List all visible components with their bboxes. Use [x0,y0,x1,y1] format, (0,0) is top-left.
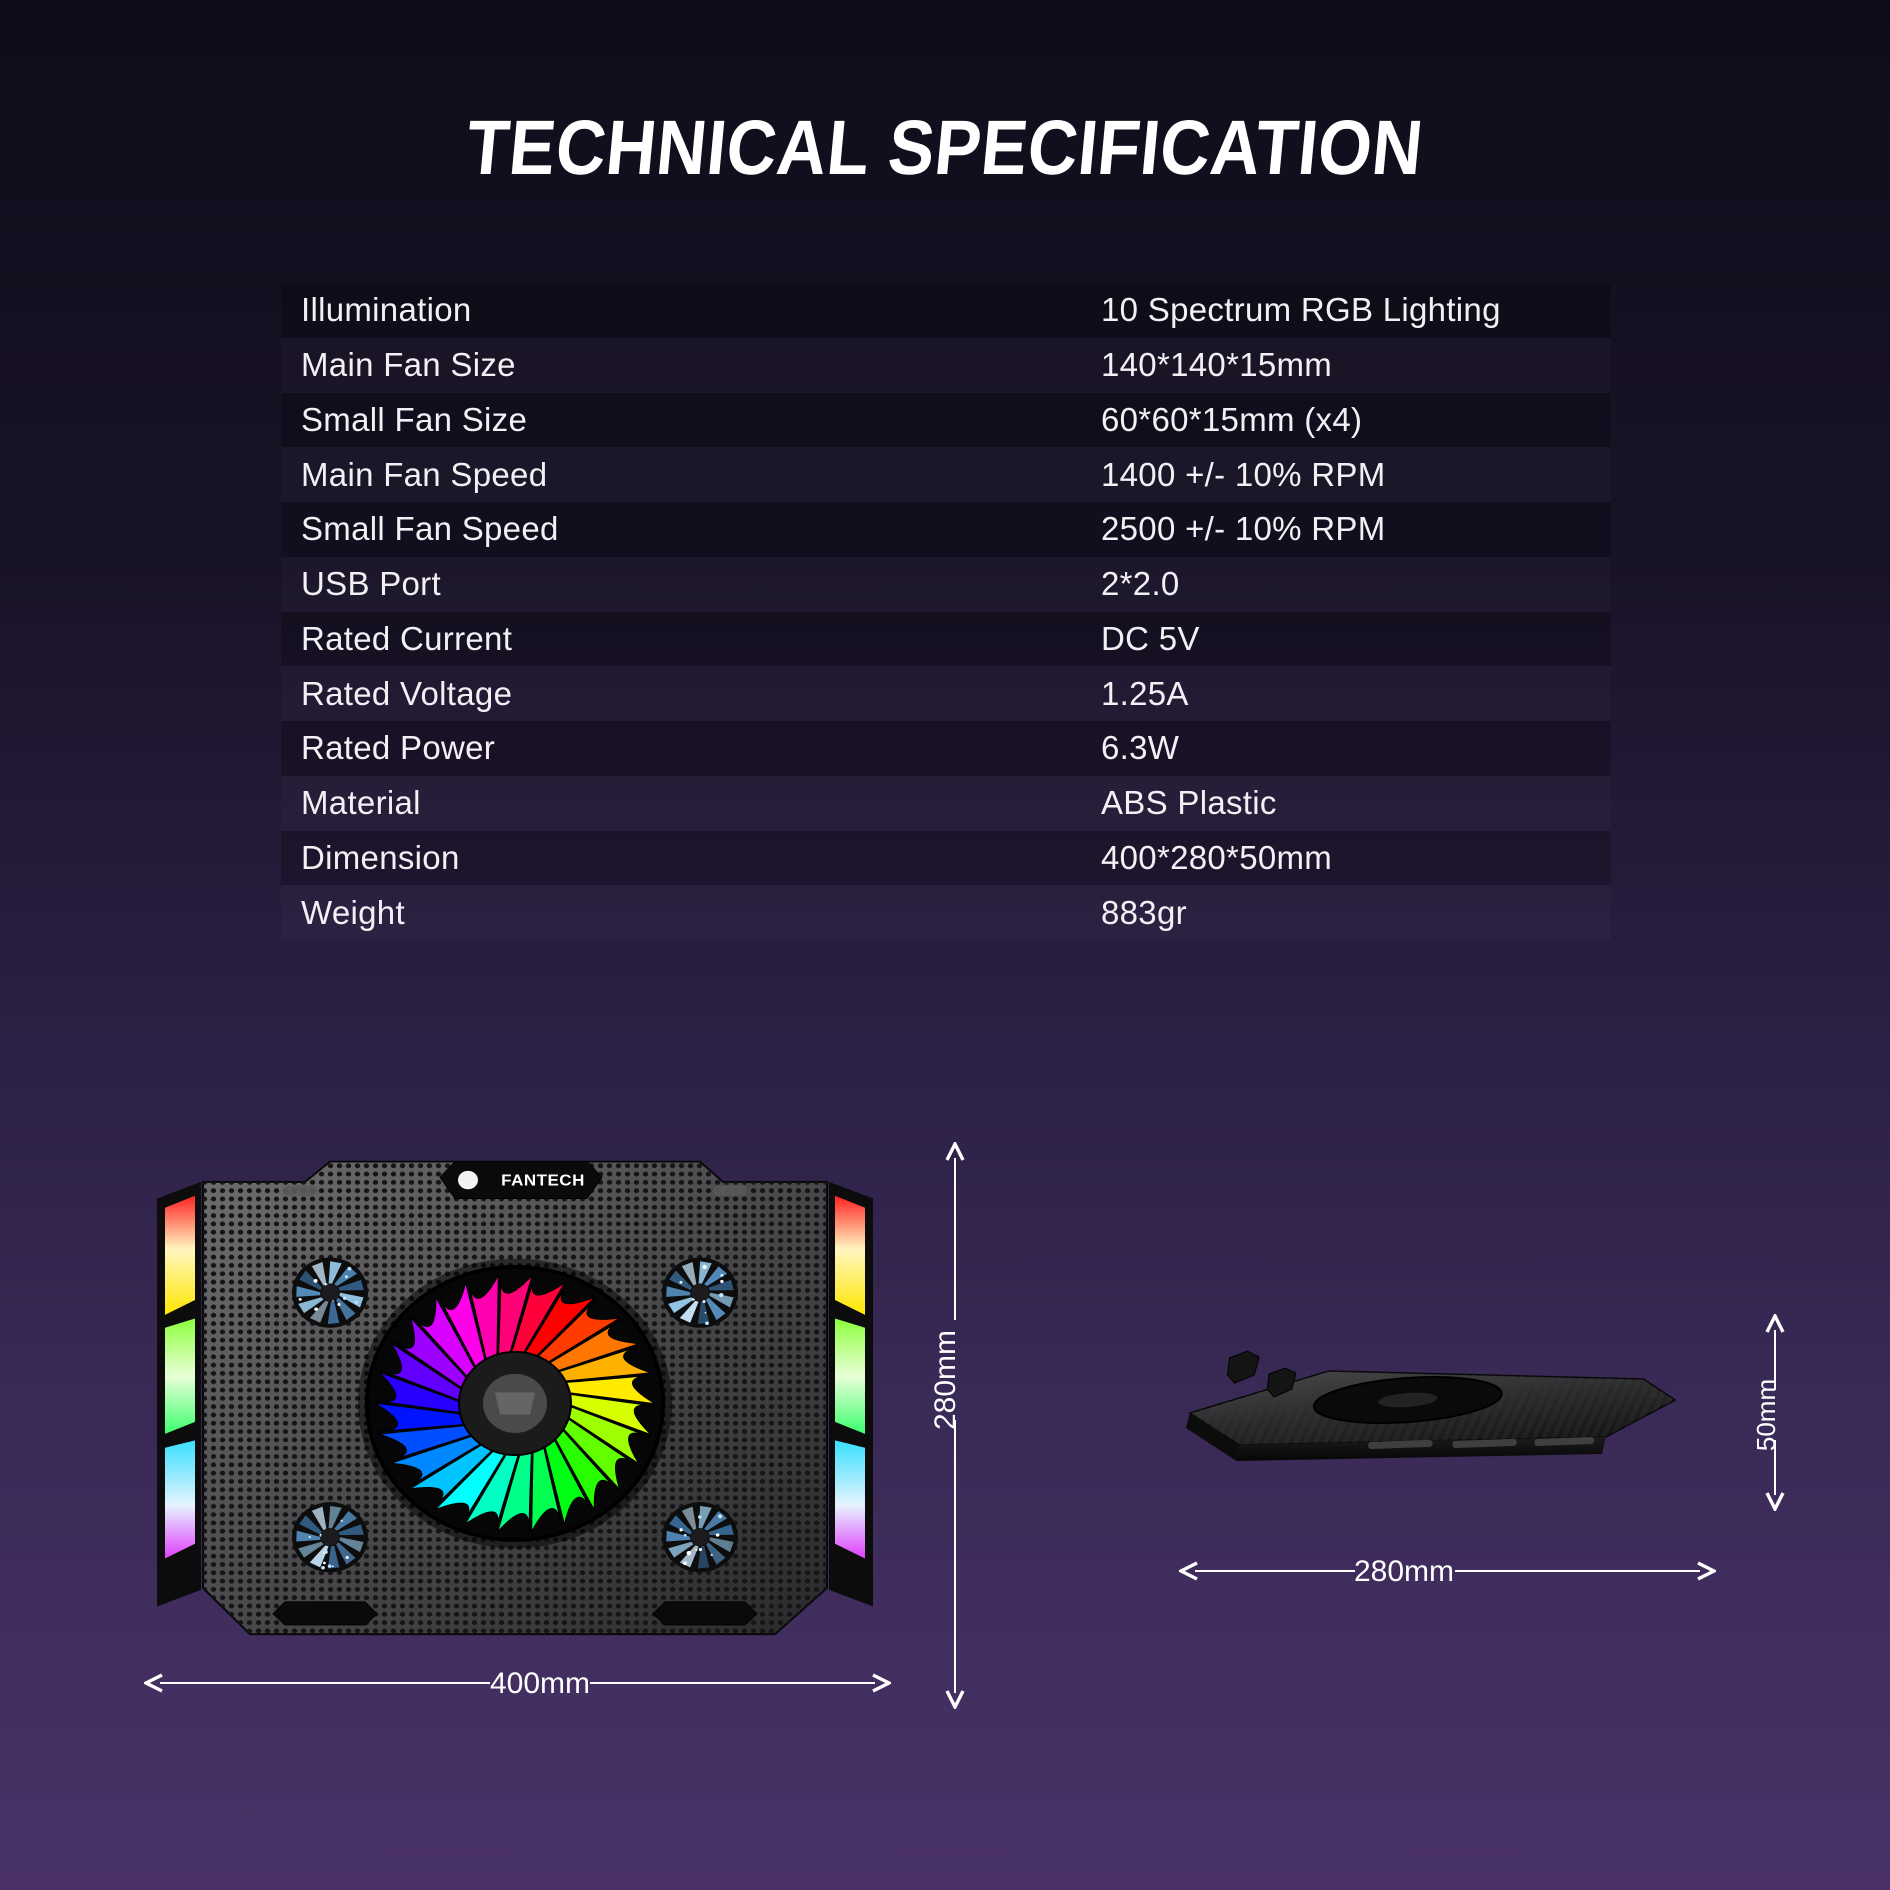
svg-text:50mm: 50mm [1751,1379,1781,1451]
svg-text:400mm: 400mm [490,1667,590,1700]
svg-text:280mm: 280mm [1354,1555,1454,1588]
svg-text:280mm: 280mm [929,1330,962,1430]
